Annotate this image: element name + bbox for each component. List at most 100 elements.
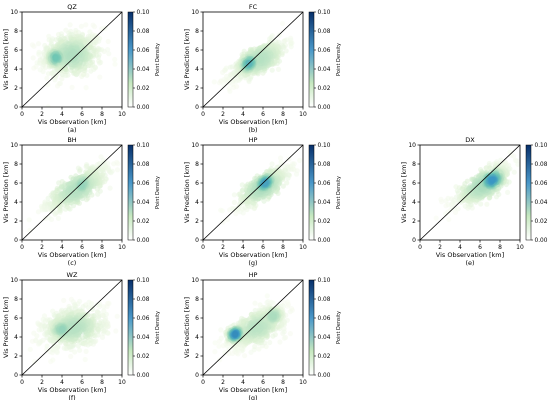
density-point-6 bbox=[216, 343, 222, 349]
colorbar-tick-label-3: 0.06 bbox=[137, 48, 150, 54]
axes-frame bbox=[21, 279, 123, 376]
y-tick-label-5: 10 bbox=[408, 142, 416, 149]
density-point-7 bbox=[286, 156, 292, 162]
panel-title: FC bbox=[249, 3, 258, 11]
density-point-18 bbox=[30, 55, 36, 61]
colorbar-label: Point Density bbox=[155, 311, 161, 344]
density-point-25 bbox=[278, 159, 284, 165]
y-tick-label-5: 10 bbox=[191, 9, 199, 16]
x-axis-label: Vis Observation [km] bbox=[219, 118, 287, 126]
density-point-90 bbox=[96, 58, 102, 64]
colorbar-tick-label-5: 0.10 bbox=[318, 10, 331, 16]
x-tick-label-5: 10 bbox=[118, 111, 126, 118]
density-point-679 bbox=[489, 177, 495, 183]
density-point-49 bbox=[283, 48, 289, 54]
density-point-42 bbox=[72, 349, 78, 355]
density-point-91 bbox=[85, 304, 91, 311]
density-point-1 bbox=[220, 219, 226, 225]
density-points bbox=[27, 296, 120, 365]
colorbar-tick-label-4: 0.08 bbox=[535, 162, 548, 168]
panel-caption: (b) bbox=[248, 126, 257, 134]
y-tick-label-4: 8 bbox=[412, 161, 416, 168]
density-point-13 bbox=[512, 157, 519, 163]
y-tick-label-1: 2 bbox=[14, 353, 18, 360]
panel-title: WZ bbox=[67, 271, 78, 279]
y-tick-label-5: 10 bbox=[10, 277, 18, 284]
y-axis-label: Vis Prediction [km] bbox=[183, 29, 191, 90]
density-point-2 bbox=[264, 293, 270, 299]
colorbar-tick-label-5: 0.10 bbox=[137, 143, 150, 149]
density-point-26 bbox=[83, 348, 89, 354]
y-tick-label-1: 2 bbox=[195, 218, 199, 225]
x-tick-label-0: 0 bbox=[201, 111, 205, 118]
panel-caption: (a) bbox=[67, 126, 76, 134]
y-tick-label-5: 10 bbox=[10, 9, 18, 16]
density-point-255 bbox=[86, 45, 92, 51]
density-point-12 bbox=[91, 24, 98, 30]
colorbar-tick-label-0: 0.00 bbox=[137, 105, 150, 111]
density-point-1 bbox=[212, 349, 218, 355]
x-tick-label-5: 10 bbox=[299, 111, 307, 118]
density-point-87 bbox=[483, 165, 489, 171]
density-point-4 bbox=[115, 161, 121, 167]
identity-line bbox=[21, 144, 123, 241]
y-tick-label-3: 6 bbox=[412, 180, 416, 187]
panel-caption: (c) bbox=[68, 259, 77, 267]
density-point-9 bbox=[111, 161, 117, 167]
identity-line bbox=[202, 144, 304, 241]
y-tick-label-5: 10 bbox=[10, 142, 18, 149]
density-point-8 bbox=[35, 209, 42, 215]
density-point-93 bbox=[80, 304, 86, 310]
density-point-31 bbox=[40, 68, 46, 75]
density-point-23 bbox=[277, 339, 283, 345]
y-tick-label-4: 8 bbox=[14, 161, 18, 168]
y-tick-label-1: 2 bbox=[412, 218, 416, 225]
density-point-10 bbox=[277, 155, 284, 161]
density-point-51 bbox=[77, 347, 83, 353]
colorbar-tick-label-5: 0.10 bbox=[137, 10, 150, 16]
y-tick-label-0: 0 bbox=[195, 104, 199, 111]
x-tick-label-0: 0 bbox=[201, 244, 205, 251]
density-point-105 bbox=[89, 306, 95, 313]
density-point-51 bbox=[59, 76, 65, 82]
y-tick-label-0: 0 bbox=[412, 237, 416, 244]
axes-frame bbox=[202, 11, 304, 108]
x-tick-label-4: 8 bbox=[100, 379, 104, 386]
x-tick-label-0: 0 bbox=[20, 244, 24, 251]
density-point-7 bbox=[50, 357, 56, 363]
y-tick-label-5: 10 bbox=[191, 142, 199, 149]
density-point-6 bbox=[27, 346, 33, 352]
density-point-84 bbox=[100, 312, 106, 318]
colorbar-tick-label-4: 0.08 bbox=[318, 29, 331, 35]
density-point-117 bbox=[77, 168, 83, 174]
density-point-41 bbox=[275, 66, 282, 72]
x-tick-label-5: 10 bbox=[118, 244, 126, 251]
density-point-35 bbox=[484, 201, 490, 207]
x-tick-label-5: 10 bbox=[299, 244, 307, 251]
colorbar-tick-label-1: 0.02 bbox=[137, 354, 150, 360]
y-tick-label-0: 0 bbox=[14, 372, 18, 379]
density-point-81 bbox=[88, 68, 94, 74]
density-point-2 bbox=[225, 216, 231, 223]
x-tick-label-4: 8 bbox=[281, 111, 285, 118]
y-tick-label-1: 2 bbox=[195, 85, 199, 92]
density-point-25 bbox=[35, 41, 42, 47]
density-point-36 bbox=[34, 333, 40, 339]
y-axis-label: Vis Prediction [km] bbox=[400, 162, 408, 223]
x-axis-label: Vis Observation [km] bbox=[38, 386, 106, 394]
density-point-37 bbox=[89, 301, 95, 307]
x-tick-label-2: 4 bbox=[241, 244, 245, 251]
density-point-1 bbox=[211, 79, 217, 85]
density-point-1 bbox=[26, 217, 32, 223]
density-point-9 bbox=[452, 209, 459, 215]
density-point-10 bbox=[69, 84, 75, 90]
colorbar-tick-label-4: 0.08 bbox=[318, 162, 331, 168]
colorbar-tick-label-3: 0.06 bbox=[318, 181, 331, 187]
x-tick-label-4: 8 bbox=[498, 244, 502, 251]
density-point-26 bbox=[106, 51, 112, 57]
density-point-17 bbox=[285, 303, 291, 309]
x-tick-label-3: 6 bbox=[80, 111, 84, 118]
density-point-42 bbox=[256, 346, 262, 352]
